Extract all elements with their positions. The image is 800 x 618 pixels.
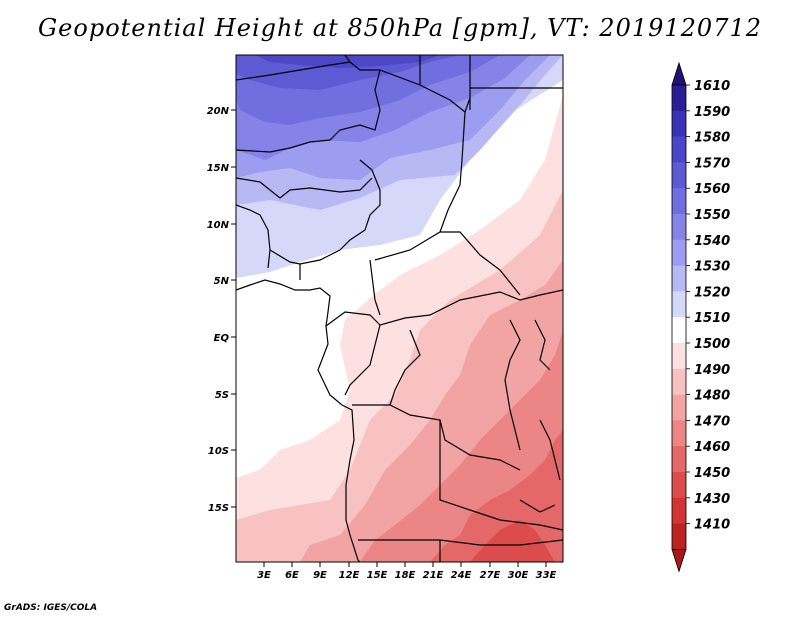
lat-tick-label: 5N [214, 276, 230, 287]
lon-tick-label: 24E [451, 570, 472, 581]
lat-tick-label: EQ [214, 333, 230, 344]
colorbar-segment [672, 136, 686, 163]
plot-frame [235, 54, 564, 563]
colorbar-segment [672, 472, 686, 499]
height-field [236, 55, 563, 562]
colorbar-label: 1450 [694, 466, 730, 481]
lon-tick-label: 21E [423, 570, 444, 581]
lat-tick-label: 15N [207, 163, 230, 174]
latitude-axis: 20N 15N 10N 5N EQ 5S 10S 15S [207, 106, 236, 514]
colorbar-label: 1560 [694, 182, 730, 197]
colorbar-label: 1460 [694, 440, 730, 455]
lat-tick-label: 5S [215, 390, 229, 401]
colorbar-segment [672, 214, 686, 241]
colorbar-label: 1530 [694, 260, 730, 275]
colorbar-label: 1410 [694, 518, 730, 533]
lon-tick-label: 6E [285, 570, 299, 581]
grads-credit: GrADS: IGES/COLA [4, 603, 98, 613]
lat-tick-label: 10S [208, 446, 229, 457]
colorbar-label: 1540 [694, 234, 730, 249]
colorbar-top-arrow [671, 61, 687, 86]
colorbar: 1610 1590 1580 1570 1560 1550 1540 1530 1520 1510… [671, 61, 730, 573]
colorbar-segment [672, 523, 686, 550]
lat-tick-label: 10N [207, 220, 230, 231]
colorbar-label: 1490 [694, 363, 730, 378]
lat-tick-label: 15S [208, 503, 229, 514]
colorbar-bottom-arrow [671, 549, 687, 573]
colorbar-label: 1520 [694, 285, 730, 300]
map-title: Geopotential Height at 850hPa [gpm], VT:… [38, 14, 762, 42]
lon-tick-label: 27E [480, 570, 501, 581]
lon-tick-label: 30E [508, 570, 529, 581]
lon-tick-label: 15E [367, 570, 388, 581]
colorbar-segment [672, 446, 686, 473]
colorbar-segment [672, 162, 686, 189]
colorbar-segment [672, 239, 686, 266]
colorbar-segment [672, 85, 686, 112]
lon-tick-label: 33E [536, 570, 557, 581]
colorbar-segment [672, 265, 686, 292]
lon-tick-label: 3E [257, 570, 271, 581]
colorbar-segment [672, 368, 686, 395]
colorbar-segment [672, 188, 686, 215]
colorbar-segment [672, 394, 686, 421]
lon-tick-label: 18E [395, 570, 416, 581]
colorbar-label: 1470 [694, 414, 730, 429]
coastlines-and-borders [236, 55, 563, 562]
colorbar-label: 1610 [694, 79, 730, 94]
colorbar-segment [672, 343, 686, 370]
colorbar-label: 1580 [694, 131, 730, 146]
colorbar-label: 1550 [694, 208, 730, 223]
colorbar-label: 1570 [694, 156, 730, 171]
colorbar-label: 1430 [694, 492, 730, 507]
lat-tick-label: 20N [207, 106, 230, 117]
colorbar-segment [672, 497, 686, 524]
lon-tick-label: 9E [313, 570, 327, 581]
colorbar-label: 1480 [694, 389, 730, 404]
longitude-axis: 3E 6E 9E 12E 15E 18E 21E 24E 27E 30E 33E [257, 562, 557, 581]
colorbar-label: 1510 [694, 311, 730, 326]
lon-tick-label: 12E [339, 570, 360, 581]
colorbar-label: 1500 [694, 337, 730, 352]
colorbar-segment [672, 420, 686, 447]
colorbar-label: 1590 [694, 105, 730, 120]
colorbar-segment [672, 291, 686, 318]
colorbar-segment [672, 317, 686, 344]
colorbar-segment [672, 110, 686, 137]
